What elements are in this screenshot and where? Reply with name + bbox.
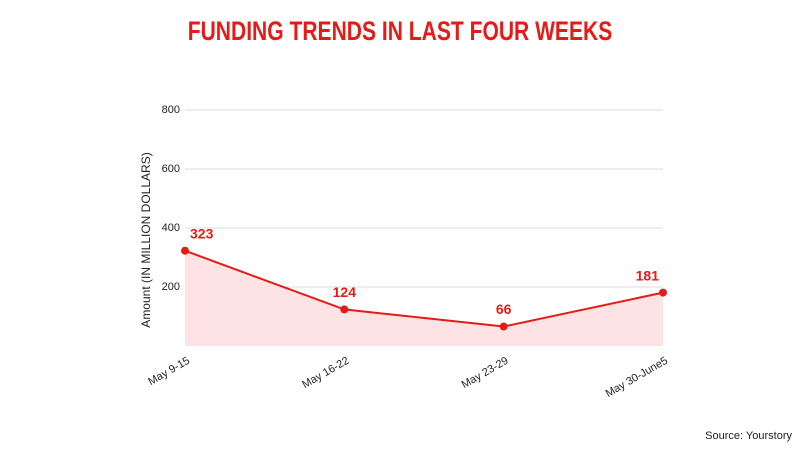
y-axis-title: Amount (IN MILLION DOLLARS) xyxy=(139,152,153,327)
y-tick-label: 600 xyxy=(162,163,180,175)
line xyxy=(184,249,664,328)
value-label: 124 xyxy=(333,284,357,300)
value-label: 181 xyxy=(636,267,660,283)
point xyxy=(499,322,508,331)
point xyxy=(181,246,189,255)
point xyxy=(659,288,667,297)
y-tick-label: 800 xyxy=(162,104,180,116)
x-tick-label: May 9-15 xyxy=(146,355,192,388)
area xyxy=(185,250,663,346)
chart-title: FUNDING TRENDS IN LAST FOUR WEEKS xyxy=(188,17,613,47)
x-tick-label: May 23-29 xyxy=(460,355,511,391)
x-tick-label: May 30-June5 xyxy=(604,355,670,400)
source: Source: Yourstory xyxy=(705,430,792,442)
value-label: 323 xyxy=(190,225,214,241)
point xyxy=(340,305,349,314)
x-tick-label: May 16-22 xyxy=(300,355,351,391)
value-label: 66 xyxy=(496,301,512,317)
y-tick-label: 200 xyxy=(162,281,180,293)
y-tick-label: 400 xyxy=(162,222,180,234)
